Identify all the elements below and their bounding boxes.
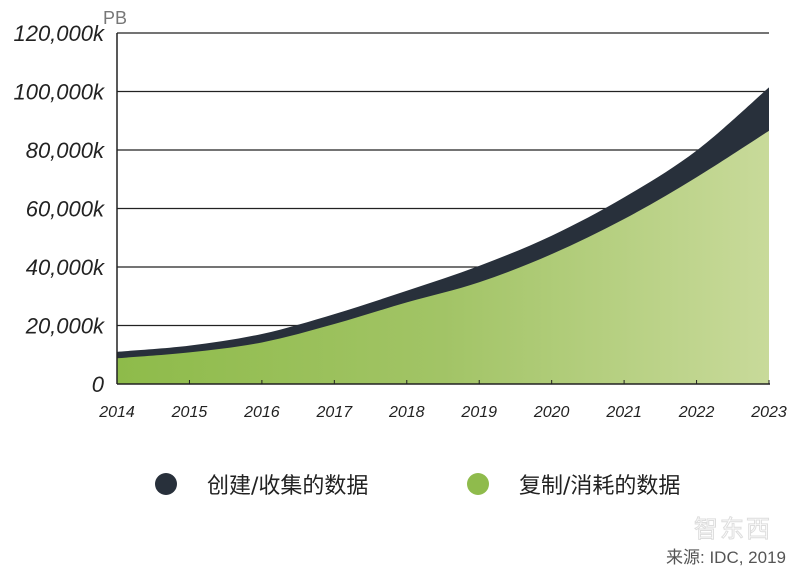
- x-tick-label: 2018: [388, 404, 425, 421]
- y-tick-label: 60,000k: [26, 197, 105, 222]
- legend-dot-dark: [155, 473, 177, 495]
- legend-item-created: 创建/收集的数据: [155, 468, 368, 500]
- x-tick-label: 2023: [750, 404, 787, 421]
- x-tick-label: 2022: [678, 404, 715, 421]
- x-tick-label: 2020: [533, 404, 570, 421]
- source-note: 来源: IDC, 2019: [666, 548, 786, 567]
- legend-label: 复制/消耗的数据: [519, 474, 681, 499]
- legend-item-replicated: 复制/消耗的数据: [467, 468, 680, 500]
- area-chart: 0 20,000k 40,000k 60,000k 80,000k 100,000k 120…: [13, 8, 787, 421]
- x-tick-label: 2021: [605, 404, 642, 421]
- x-tick-label: 2017: [316, 404, 354, 421]
- legend-label: 创建/收集的数据: [207, 474, 369, 499]
- y-tick-label: 40,000k: [26, 255, 105, 280]
- x-tick-label: 2016: [243, 404, 280, 421]
- legend-dot-green: [467, 473, 489, 495]
- y-tick-label: 20,000k: [25, 314, 105, 339]
- y-tick-label: 80,000k: [26, 138, 105, 163]
- y-tick-label: 120,000k: [13, 21, 105, 46]
- watermark-logo: 智东西: [694, 515, 772, 544]
- y-axis-unit: PB: [103, 8, 127, 28]
- y-tick-label: 100,000k: [13, 80, 105, 105]
- y-tick-label: 0: [92, 372, 105, 397]
- x-tick-label: 2015: [171, 404, 208, 421]
- x-tick-label: 2019: [460, 404, 497, 421]
- series-area-replicated: [117, 130, 769, 384]
- x-tick-label: 2014: [98, 404, 135, 421]
